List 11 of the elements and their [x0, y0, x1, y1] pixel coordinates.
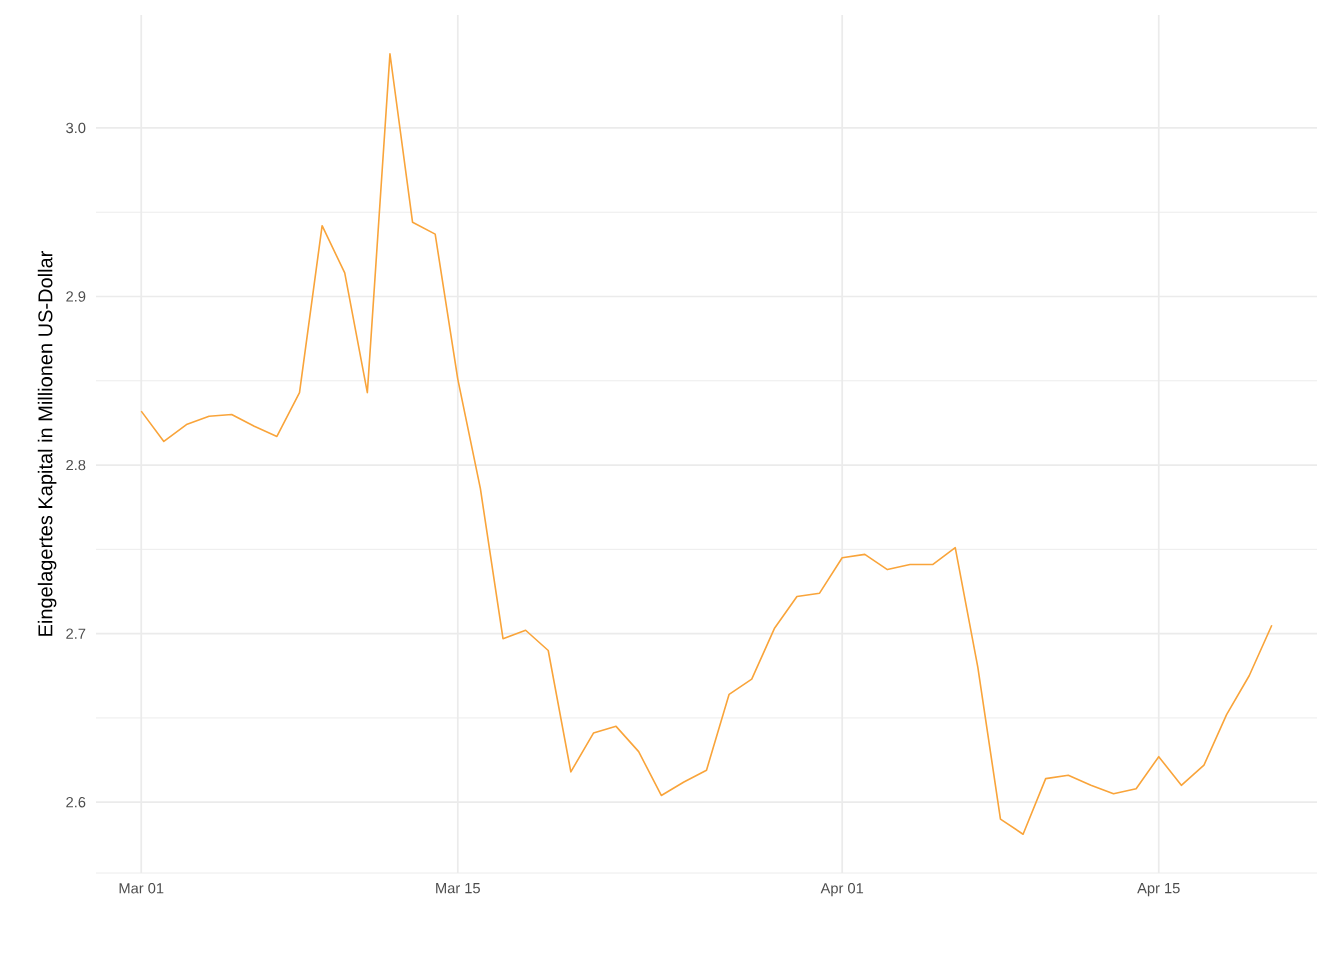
x-tick-label: Mar 01 — [119, 883, 164, 894]
line-series — [140, 52, 1273, 836]
y-tick-label: 3.0 — [66, 122, 86, 134]
x-tick-label: Apr 15 — [1137, 883, 1180, 897]
y-tick-label: 2.6 — [66, 797, 86, 808]
y-axis-title: Eingelagertes Kapital in Millionen US-Dollar — [37, 251, 57, 636]
x-tick-label: Apr 01 — [820, 883, 864, 897]
y-tick-label: 2.9 — [66, 291, 86, 302]
y-tick-label: 2.8 — [66, 459, 86, 471]
x-tick-label: Mar 15 — [436, 883, 480, 894]
y-tick-label: 2.7 — [66, 628, 86, 639]
